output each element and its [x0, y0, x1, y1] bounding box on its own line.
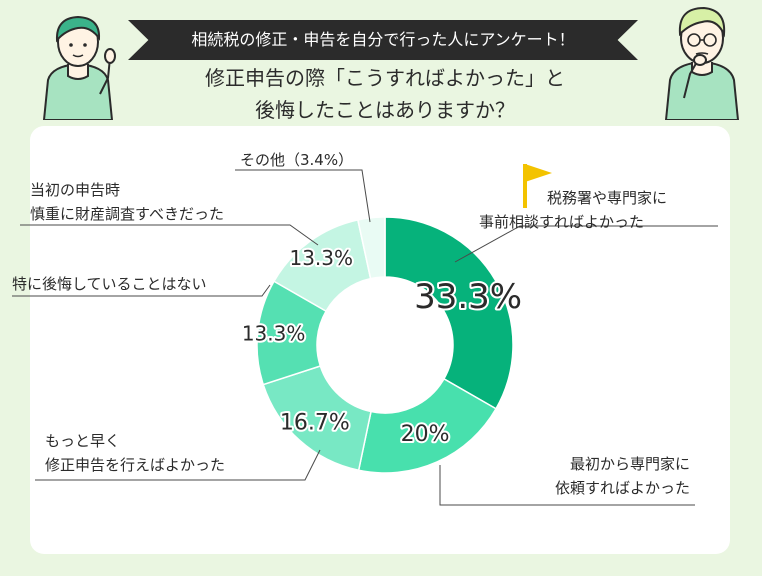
label-hire-expert-line-2: 依頼すればよかった — [554, 479, 690, 497]
label-no-regret-line-1: 特に後悔していることはない — [12, 275, 207, 293]
title-line-1: 修正申告の際「こうすればよかった」と — [205, 66, 565, 90]
slice-value-label-4: 13.3% — [289, 246, 353, 270]
label-earlier-line-1: もっと早く — [45, 432, 121, 450]
donut-slice-0 — [384, 216, 514, 410]
page-title: 修正申告の際「こうすればよかった」と 後悔したことはありますか？ — [160, 62, 610, 126]
label-consult-line-1: 税務署や専門家に — [547, 189, 668, 207]
leader-line-3 — [12, 284, 271, 297]
slice-value-label-3: 13.3% — [242, 321, 306, 345]
donut-slice-1 — [357, 377, 498, 474]
leader-line-4 — [20, 224, 319, 246]
leader-line-1 — [439, 465, 695, 506]
person-pointing-icon — [42, 15, 116, 120]
leader-line-0 — [454, 225, 718, 263]
label-consult-line-2: 事前相談すればよかった — [479, 213, 645, 231]
label-investigate-line-1: 当初の申告時 — [30, 181, 121, 199]
label-other: その他（3.4%） — [240, 148, 353, 172]
donut-hole — [318, 278, 452, 412]
label-other-line-1: その他（3.4%） — [240, 151, 354, 169]
leader-line-2 — [35, 449, 321, 481]
slice-value-label-0: 33.3% — [414, 277, 522, 317]
label-earlier-line-2: 修正申告を行えばよかった — [45, 456, 226, 474]
donut-slice-5 — [356, 216, 386, 280]
label-no-regret: 特に後悔していることはない — [12, 272, 207, 296]
person-thinking-icon — [664, 6, 740, 120]
leader-line-5 — [235, 169, 371, 223]
survey-banner: 相続税の修正・申告を自分で行った人にアンケート！ — [128, 20, 638, 60]
label-investigate: 当初の申告時 慎重に財産調査すべきだった — [30, 178, 224, 226]
label-consult: 税務署や専門家に 事前相談すればよかった — [479, 186, 668, 234]
flag-icon — [523, 164, 552, 208]
title-line-2: 後悔したことはありますか？ — [255, 98, 515, 122]
slice-value-label-2: 16.7% — [280, 411, 350, 436]
slice-value-label-1: 20% — [401, 422, 450, 447]
label-hire-expert-line-1: 最初から専門家に — [569, 455, 690, 473]
label-investigate-line-2: 慎重に財産調査すべきだった — [30, 205, 224, 223]
label-hire-expert: 最初から専門家に 依頼すればよかった — [505, 452, 690, 500]
label-earlier: もっと早く 修正申告を行えばよかった — [45, 429, 225, 477]
